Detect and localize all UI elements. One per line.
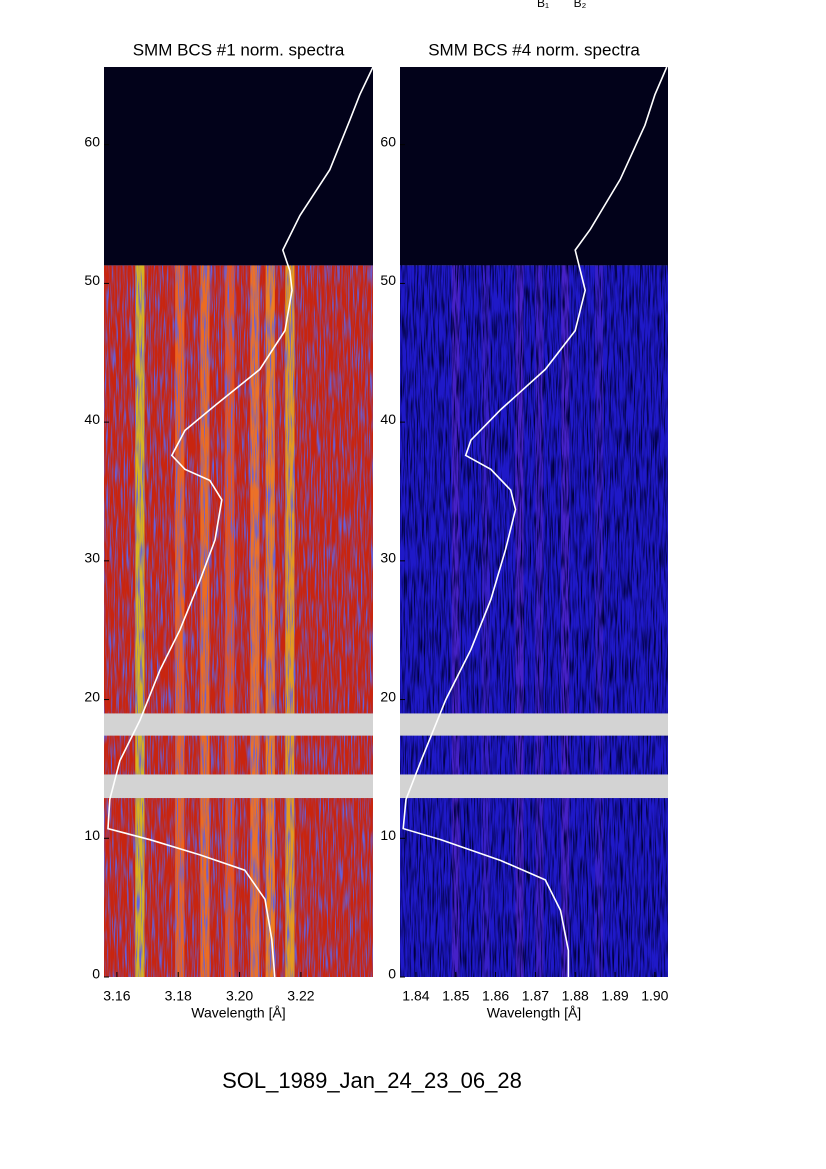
y-tick-label: 10 [84, 827, 100, 843]
top-label: B₁ [537, 0, 549, 10]
x-tick-label: 1.86 [482, 988, 509, 1004]
y-tick-label: 40 [380, 411, 396, 427]
data-gap [400, 713, 668, 736]
lightcurve [402, 66, 668, 977]
y-tick-label: 30 [84, 550, 100, 566]
y-tick-label: 0 [388, 966, 396, 982]
quiet-region [400, 67, 668, 266]
data-gap [104, 774, 373, 799]
y-tick-label: 10 [380, 827, 396, 843]
x-axis-label: Wavelength [Å] [487, 1005, 581, 1021]
footer-title: SOL_1989_Jan_24_23_06_28 [222, 1068, 522, 1093]
data-gap [400, 774, 668, 799]
x-tick-label: 1.90 [641, 988, 668, 1004]
y-tick-label: 60 [84, 133, 100, 149]
panel-title: SMM BCS #4 norm. spectra [428, 40, 640, 59]
x-tick-label: 1.87 [522, 988, 549, 1004]
x-tick-label: 1.85 [442, 988, 469, 1004]
x-tick-label: 3.16 [103, 988, 130, 1004]
lightcurve [107, 66, 374, 978]
x-tick-label: 3.22 [287, 988, 314, 1004]
top-label: B₂ [574, 0, 587, 10]
x-tick-label: 1.88 [562, 988, 589, 1004]
y-tick-label: 60 [380, 133, 396, 149]
noise-texture [400, 265, 668, 977]
y-tick-label: 50 [84, 272, 100, 288]
y-tick-label: 0 [92, 966, 100, 982]
quiet-region [104, 67, 373, 266]
y-tick-label: 30 [380, 550, 396, 566]
data-gap [104, 713, 373, 736]
noise-texture [104, 265, 373, 977]
y-tick-label: 40 [84, 411, 100, 427]
x-axis-label: Wavelength [Å] [191, 1005, 285, 1021]
x-tick-label: 1.84 [402, 988, 429, 1004]
panel-title: SMM BCS #1 norm. spectra [133, 40, 345, 59]
y-tick-label: 20 [84, 688, 100, 704]
x-tick-label: 3.18 [165, 988, 192, 1004]
y-tick-label: 20 [380, 688, 396, 704]
x-tick-label: 3.20 [226, 988, 253, 1004]
y-tick-label: 50 [380, 272, 396, 288]
x-tick-label: 1.89 [601, 988, 628, 1004]
